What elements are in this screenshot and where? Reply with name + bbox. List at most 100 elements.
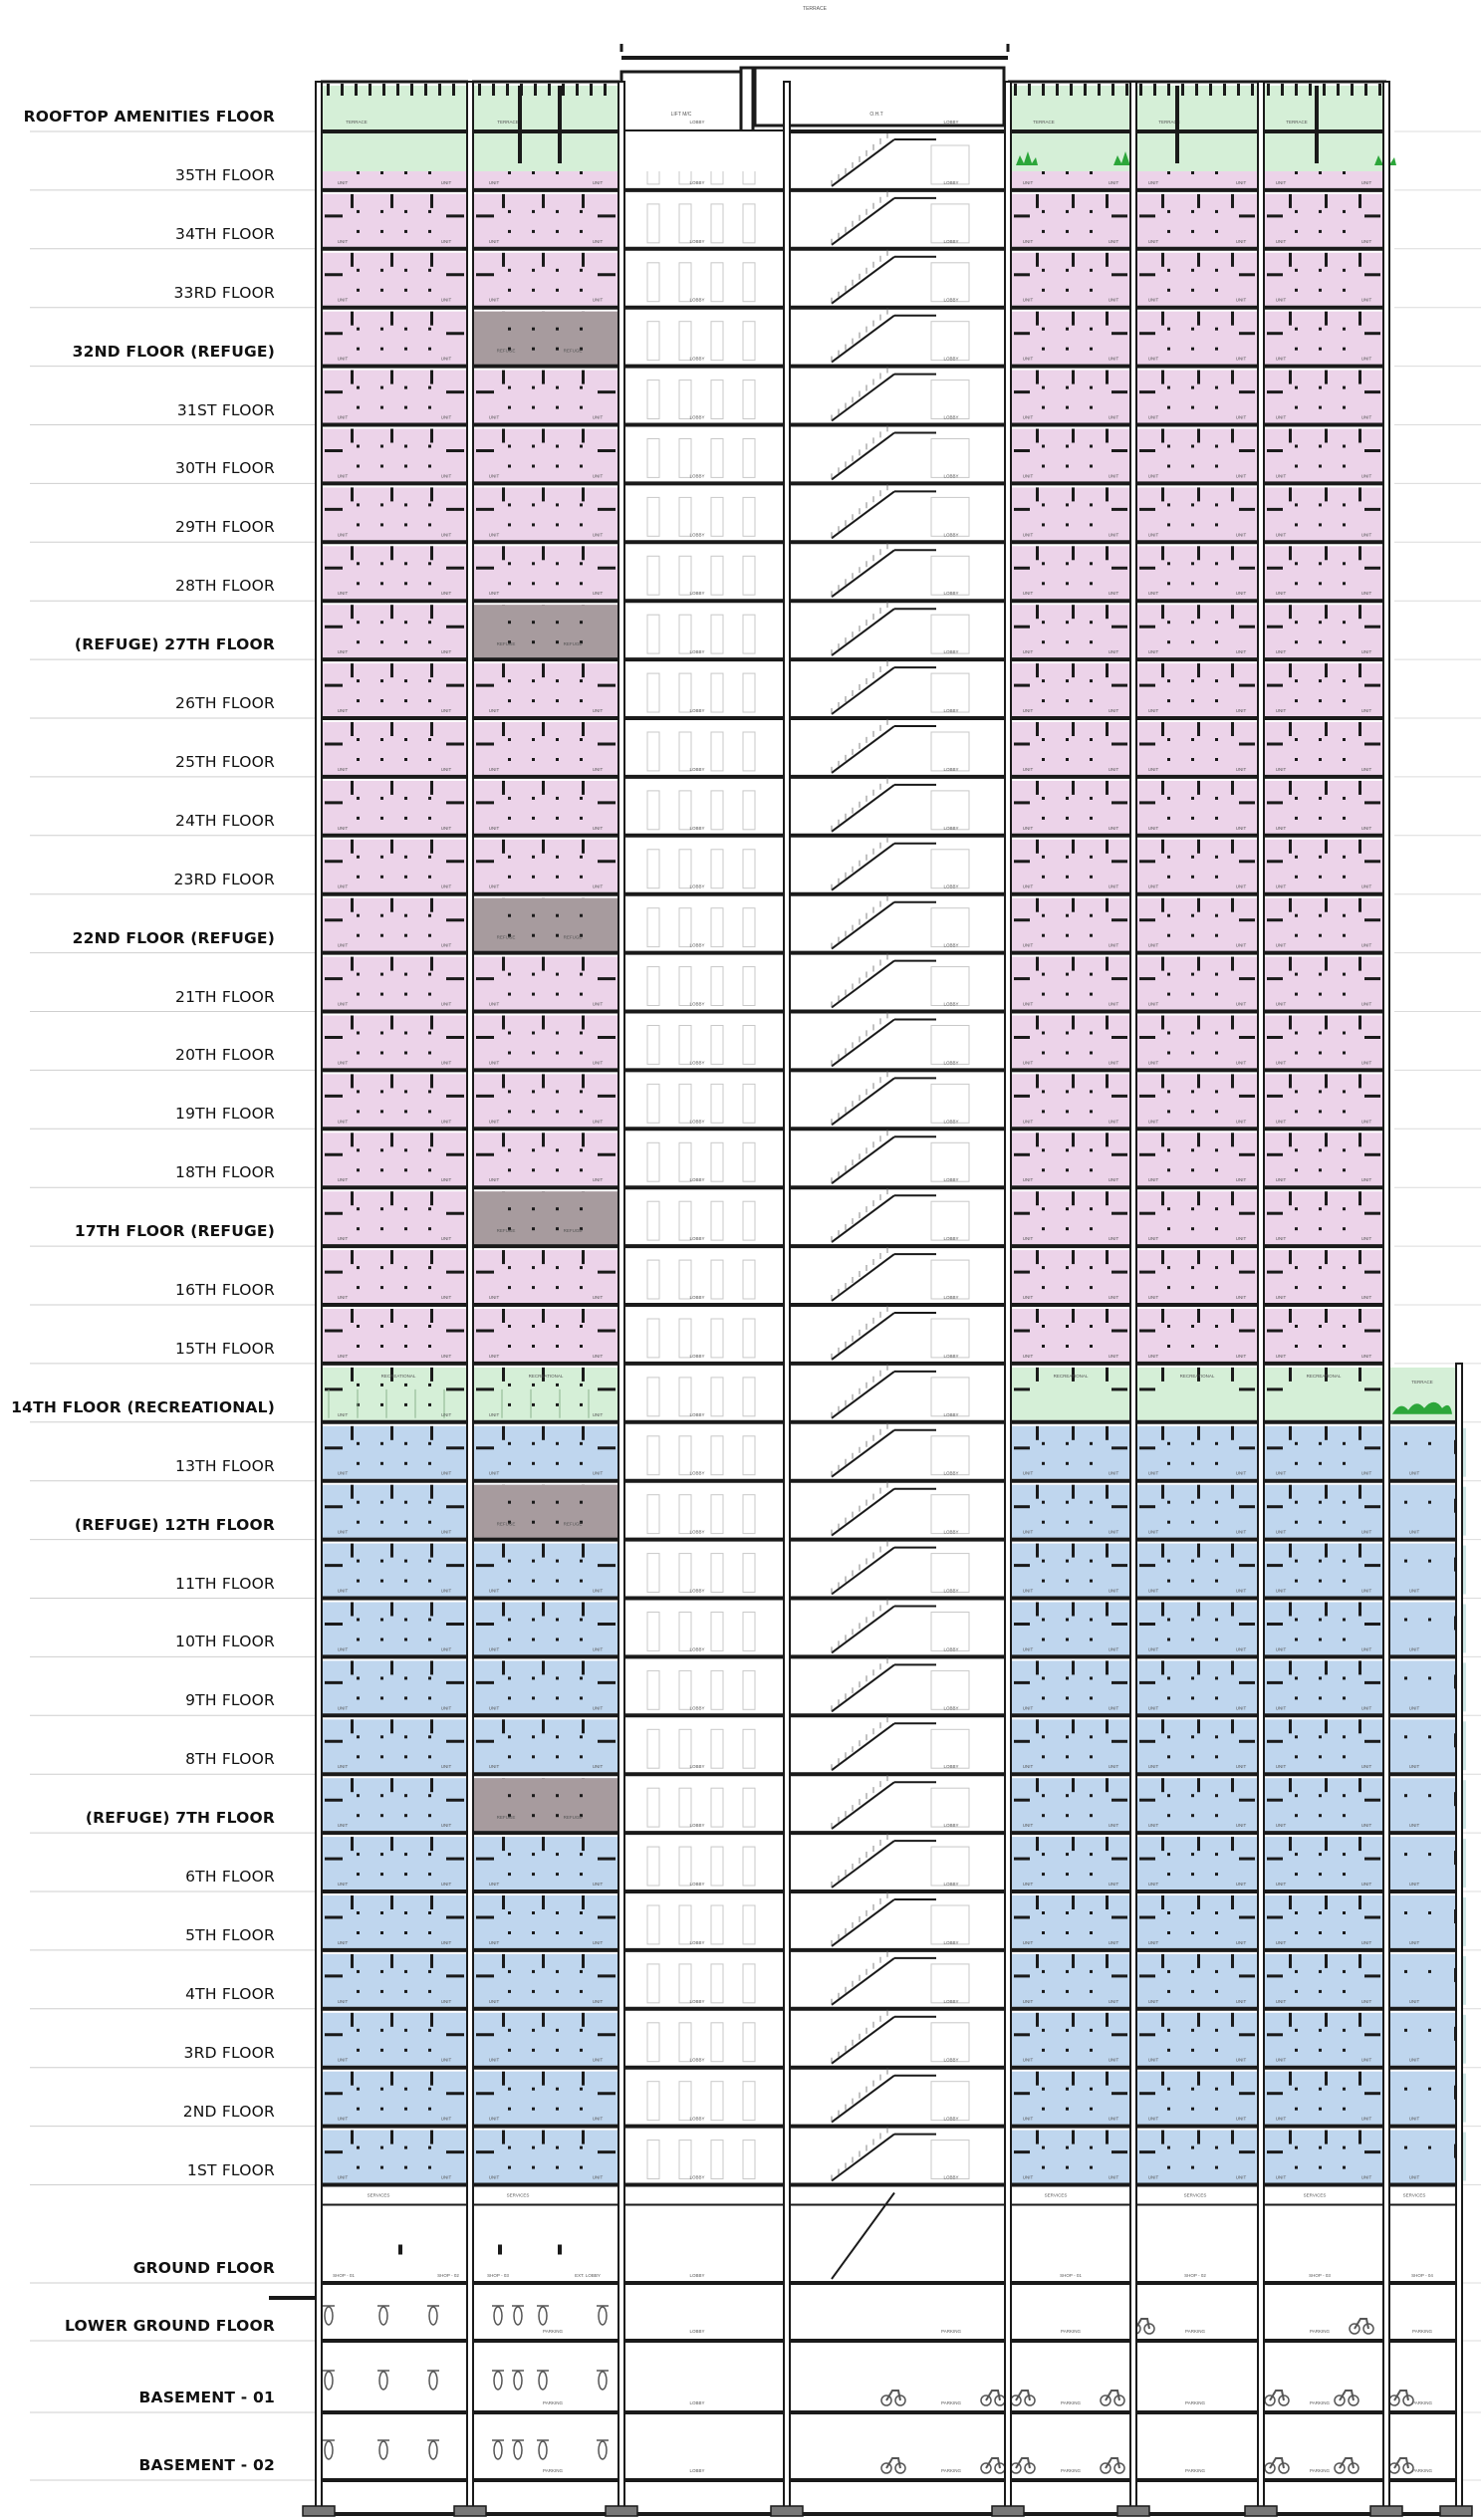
column-dot [1066, 327, 1069, 331]
door [646, 731, 660, 772]
column-dot [532, 1207, 535, 1211]
wall [1197, 546, 1200, 561]
column-dot [404, 1814, 407, 1818]
floor-21: UNIT UNIT UNIT UNIT LOBBY LOBBY UNIT UNIT UNIT UN… [319, 1305, 1386, 1366]
unit-label: UNIT [593, 1589, 604, 1594]
lobby-label: LOBBY [943, 826, 958, 831]
column-dot [1090, 1207, 1093, 1211]
column-dot [1042, 385, 1045, 389]
column-dot [508, 2087, 511, 2091]
structural-column [1382, 81, 1390, 2515]
column-dot [556, 1520, 559, 1524]
column-dot [1042, 2165, 1045, 2169]
unit-label: UNIT [1276, 649, 1287, 654]
column-dot [1090, 816, 1093, 820]
unit-fill [1010, 2071, 1131, 2125]
wall [1325, 839, 1328, 854]
column-dot [532, 1696, 535, 1700]
column-dot [1215, 1735, 1218, 1739]
wall [542, 1425, 545, 1440]
column-dot [380, 972, 383, 976]
door [930, 1435, 970, 1476]
column-dot [404, 816, 407, 820]
column-dot [1295, 816, 1298, 820]
refuge-area [472, 1484, 619, 1538]
lobby-label: LOBBY [689, 884, 704, 889]
door [710, 438, 724, 478]
column-dot [357, 1794, 360, 1798]
wall [1325, 1191, 1328, 1206]
lobby-label: LOBBY [943, 884, 958, 889]
motorcycle-icon [1349, 2318, 1374, 2335]
column-dot [1319, 405, 1322, 409]
column-dot [357, 1500, 360, 1504]
unit-label: UNIT [1023, 415, 1034, 420]
floor-label-column: ROOFTOP AMENITIES FLOOR 35TH FLOOR 34TH FL… [0, 0, 289, 2520]
column-dot [556, 1500, 559, 1504]
column-dot [1295, 2048, 1298, 2052]
column-dot [428, 1735, 431, 1739]
column-dot [1215, 1110, 1218, 1114]
parking-label: PARKING [941, 2329, 961, 2334]
unit-fill [321, 1484, 468, 1538]
unit-fill [1010, 428, 1131, 482]
unit-fill [1263, 1602, 1384, 1655]
unit-fill [1263, 2130, 1384, 2183]
unit-label: UNIT [1148, 298, 1159, 303]
wall [1161, 311, 1164, 326]
column-dot [357, 1814, 360, 1818]
door [646, 1669, 660, 1710]
unit-label: UNIT [1236, 1940, 1247, 1945]
door [930, 262, 970, 303]
column-dot [1191, 1911, 1194, 1914]
lobby-label: LOBBY [689, 2117, 704, 2122]
column-dot [1191, 679, 1194, 683]
column-dot [1215, 523, 1218, 527]
column-dot [428, 464, 431, 468]
lobby-label: LOBBY [943, 180, 958, 185]
lobby [623, 1309, 785, 1362]
stair-flight [831, 1898, 895, 1947]
column-dot [1215, 1911, 1218, 1914]
door [646, 203, 660, 244]
unit-fill [1263, 605, 1384, 658]
unit-label: UNIT [1409, 1764, 1420, 1769]
wall [502, 1015, 505, 1030]
unit-fill [1263, 1953, 1384, 2007]
column-dot [1167, 2028, 1170, 2032]
lobby-label: LOBBY [689, 1940, 704, 1945]
column-dot [580, 405, 583, 409]
door [710, 1141, 724, 1182]
wall [1106, 1367, 1109, 1382]
door [710, 1846, 724, 1887]
column-dot [1167, 1755, 1170, 1759]
unit-label: UNIT [1148, 826, 1159, 831]
column-dot [357, 444, 360, 448]
unit-label: UNIT [1276, 1530, 1287, 1535]
column-dot [556, 992, 559, 996]
column-dot [1295, 1325, 1298, 1328]
unit-fill [1388, 1837, 1458, 1890]
unit-fill [472, 487, 619, 541]
wall [390, 2071, 393, 2086]
refuge-label: REFUGE [564, 1815, 583, 1820]
column-dot [1167, 1168, 1170, 1172]
wall [430, 487, 433, 502]
unit-label: UNIT [1361, 2117, 1372, 2122]
column-dot [357, 1383, 360, 1386]
column-dot [580, 327, 583, 331]
door [710, 1669, 724, 1710]
column-dot [428, 1579, 431, 1583]
column-dot [556, 1638, 559, 1641]
column-dot [428, 1031, 431, 1035]
unit-label: UNIT [338, 2175, 349, 2180]
floor-label: 10TH FLOOR [175, 1633, 275, 1651]
stair-flight [831, 1957, 895, 2006]
unit-label: UNIT [1023, 591, 1034, 596]
wall [351, 663, 354, 678]
column-dot [1215, 1168, 1218, 1172]
wall [502, 1837, 505, 1852]
wall [1036, 546, 1039, 561]
column-dot [1090, 327, 1093, 331]
wall [1197, 1602, 1200, 1617]
